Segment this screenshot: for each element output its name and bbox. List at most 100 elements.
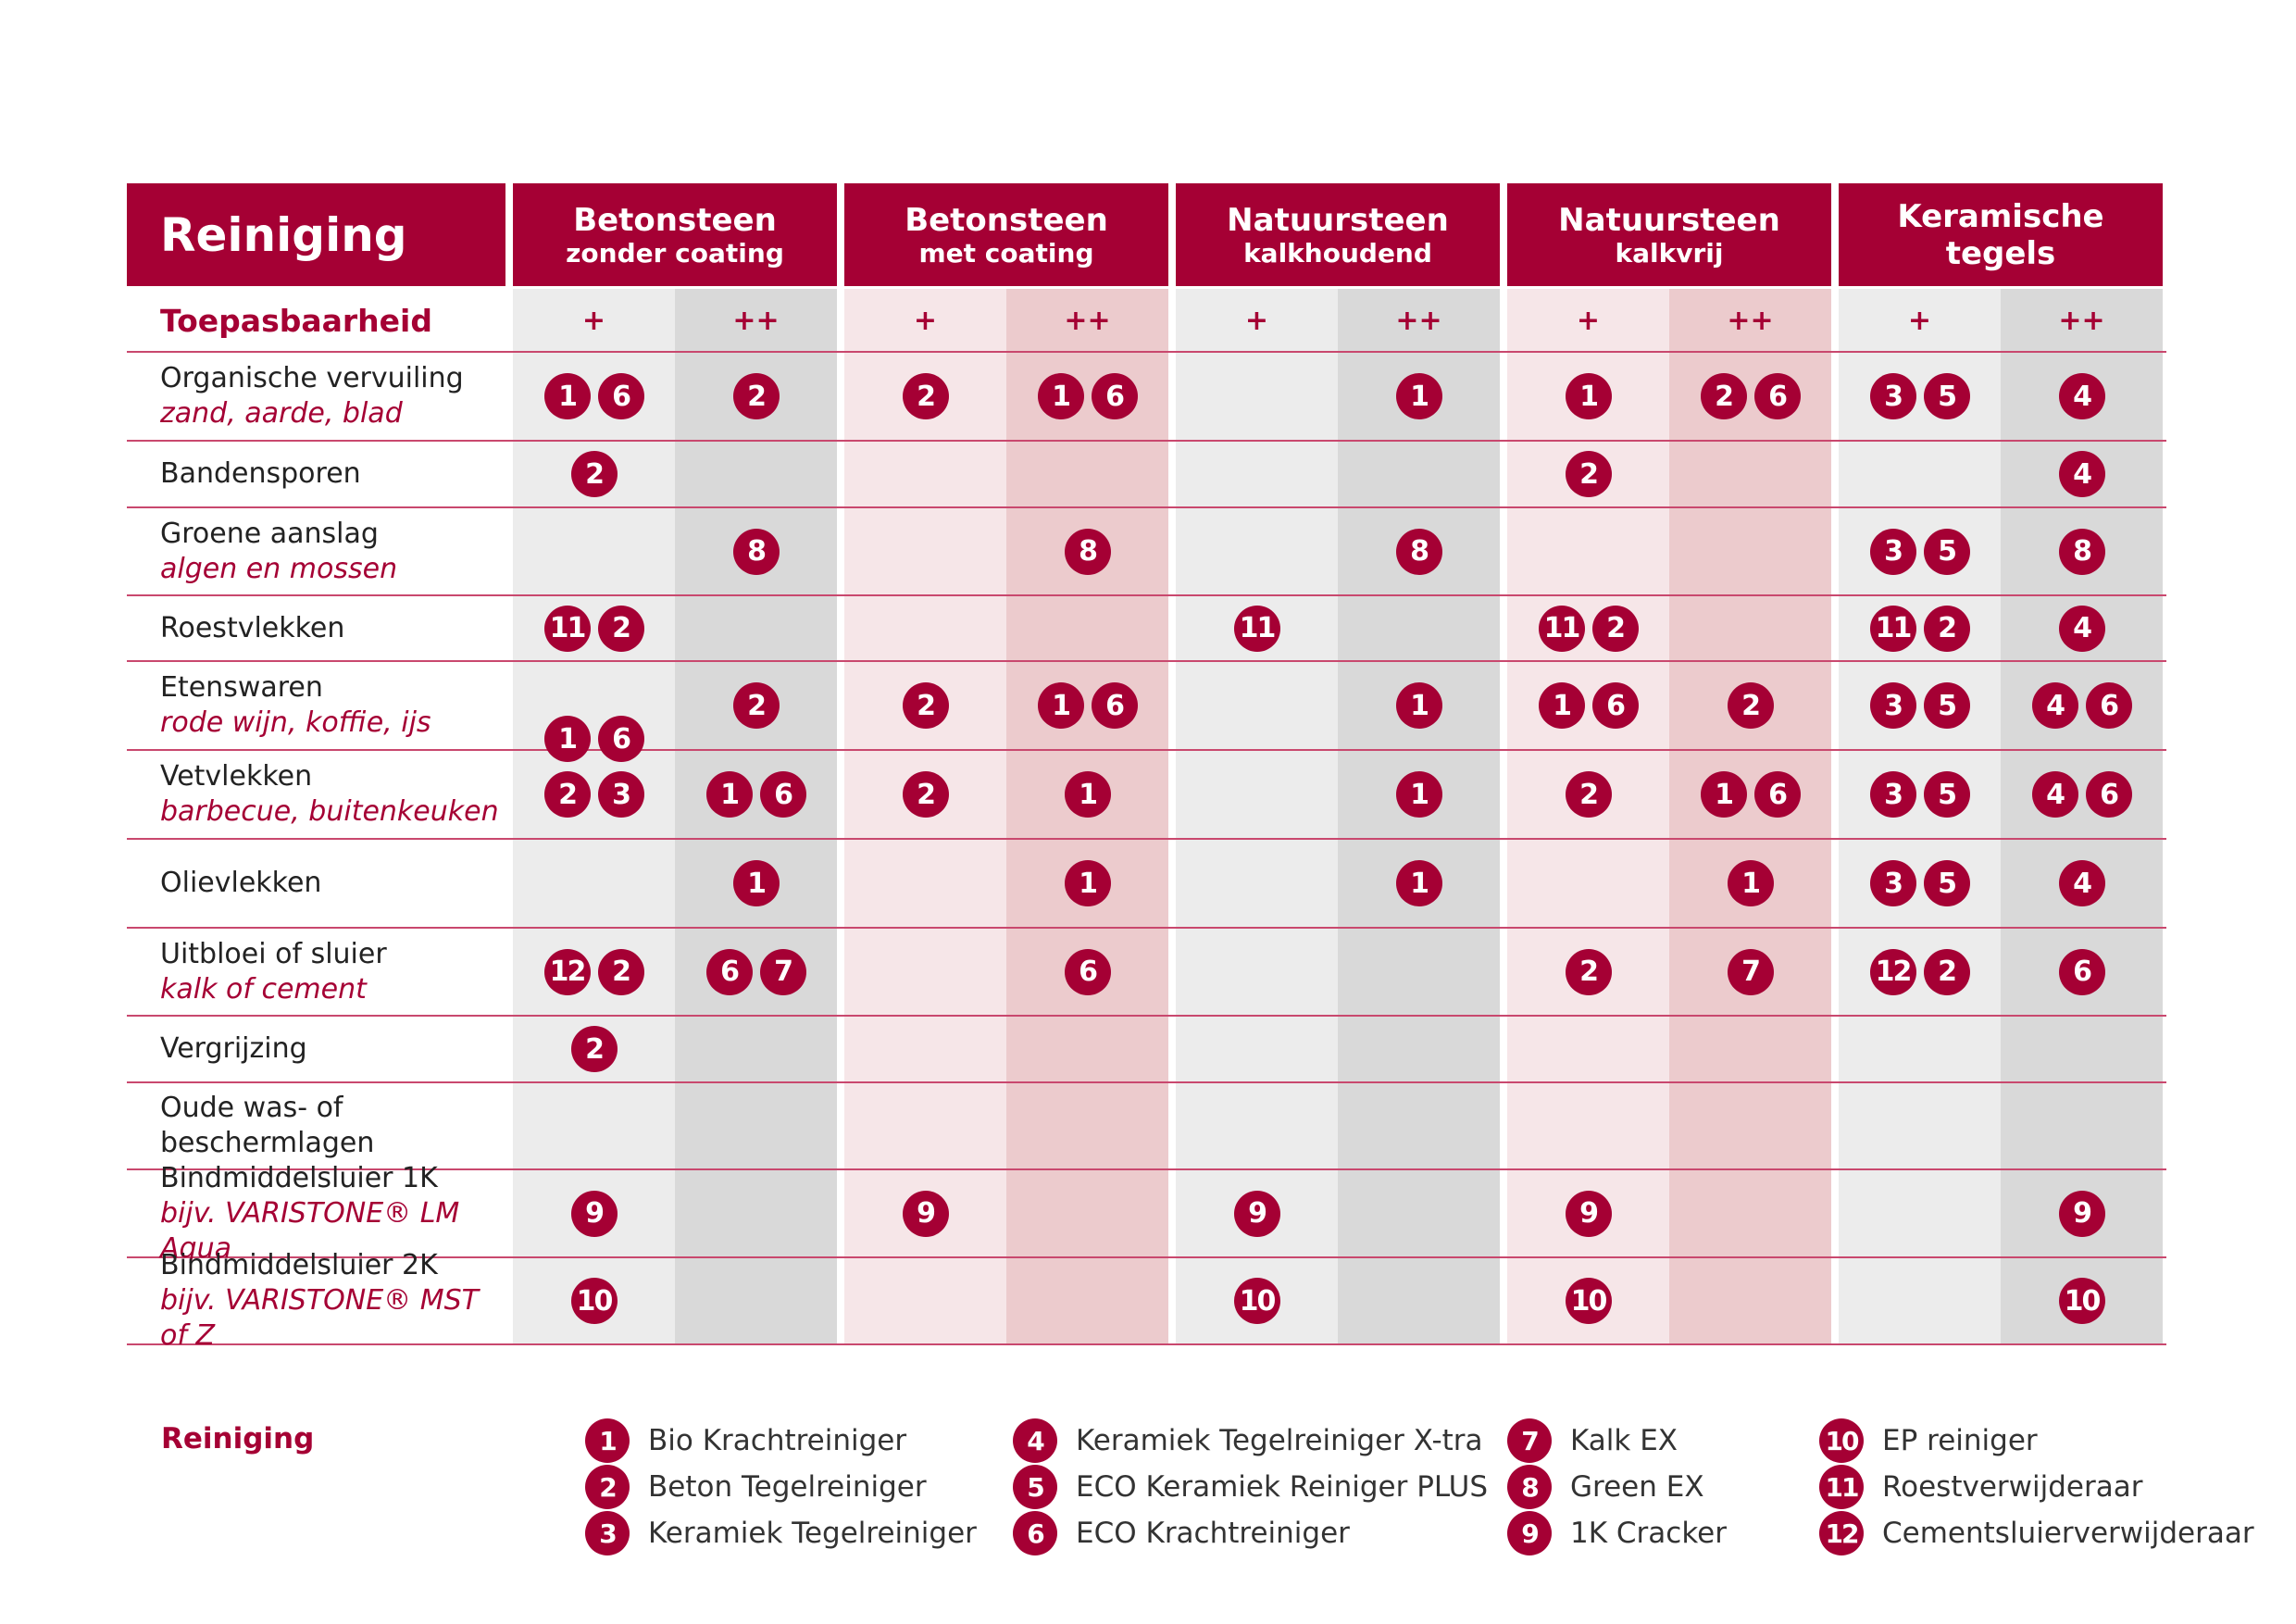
- product-number-badge: 2: [1700, 373, 1747, 419]
- table-cell: 10: [1507, 1257, 1669, 1344]
- table-cell: 4: [2001, 352, 2163, 441]
- plus-symbol: +: [1907, 304, 1932, 337]
- row-divider: [127, 927, 2166, 929]
- product-number-badge: 3: [1869, 373, 1916, 419]
- legend-item: 1 Bio Krachtreiniger: [585, 1418, 906, 1463]
- double-plus-symbol: ++: [1727, 304, 1774, 337]
- product-number-badge: 5: [1923, 771, 1970, 818]
- row-divider: [127, 838, 2166, 840]
- product-number-badge: 8: [732, 528, 780, 575]
- product-number-badge: 6: [597, 373, 644, 419]
- row-label-main: beschermlagen: [160, 1127, 375, 1159]
- legend-item: 3 Keramiek Tegelreiniger: [585, 1511, 977, 1555]
- table-cell: 2: [844, 750, 1006, 839]
- table-cell: 11: [1176, 595, 1338, 661]
- table-cell: 1: [1507, 352, 1669, 441]
- product-number-badge: 1: [1395, 373, 1442, 419]
- legend-label: EP reiniger: [1882, 1424, 2038, 1457]
- product-number-badge: 4: [2031, 771, 2078, 818]
- row-label-sub: zand, aarde, blad: [160, 397, 403, 430]
- row-label: Bindmiddelsluier 1K bijv. VARISTONE® LM A…: [127, 1162, 505, 1265]
- product-number-badge: 4: [2058, 373, 2105, 419]
- table-cell: 9: [1507, 1169, 1669, 1257]
- product-number-badge: 2: [1591, 605, 1639, 652]
- table-cell: 11 2: [1507, 595, 1669, 661]
- table-cell: 11 2: [513, 595, 675, 661]
- product-number-badge: 1: [1395, 860, 1442, 906]
- product-number-badge: 9: [2058, 1190, 2105, 1237]
- legend-label: Keramiek Tegelreiniger X-tra: [1076, 1424, 1483, 1457]
- row-divider: [127, 1015, 2166, 1017]
- table-cell: 11 2: [1839, 595, 2001, 661]
- product-number-badge: 2: [732, 373, 780, 419]
- column-header: Betonsteen met coating: [844, 183, 1168, 286]
- row-label-main: Bindmiddelsluier 2K: [160, 1249, 438, 1281]
- product-number-badge: 6: [2085, 682, 2132, 729]
- legend-item: 2 Beton Tegelreiniger: [585, 1465, 927, 1509]
- row-label-main: Olievlekken: [160, 867, 322, 899]
- product-number-badge: 1: [1064, 771, 1111, 818]
- product-number-badge: 12: [543, 948, 591, 995]
- table-cell: 1: [675, 839, 837, 928]
- product-number-badge: 6: [759, 771, 806, 818]
- product-number-badge: 1: [543, 716, 591, 762]
- row-divider: [127, 660, 2166, 662]
- product-number-badge: 3: [1869, 860, 1916, 906]
- table-title: Reiniging: [127, 183, 505, 286]
- product-number-badge: 2: [902, 771, 949, 818]
- product-number-badge: 1: [1727, 860, 1774, 906]
- product-number-badge: 9: [1233, 1190, 1280, 1237]
- column-header: Betonsteen zonder coating: [513, 183, 837, 286]
- product-number-badge: 1: [1395, 771, 1442, 818]
- product-number-badge: 6: [2058, 948, 2105, 995]
- product-number-badge: 8: [1395, 528, 1442, 575]
- product-number-badge: 2: [732, 682, 780, 729]
- double-plus-symbol: ++: [2058, 304, 2105, 337]
- legend-label: Roestverwijderaar: [1882, 1470, 2143, 1504]
- column-header-sub: met coating: [918, 237, 1094, 269]
- row-divider: [127, 749, 2166, 751]
- table-cell: 9: [513, 1169, 675, 1257]
- table-cell: 1: [1338, 661, 1500, 750]
- row-label: Etenswaren rode wijn, koffie, ijs: [127, 661, 505, 750]
- legend-item: 7 Kalk EX: [1507, 1418, 1678, 1463]
- product-number-badge: 5: [1923, 373, 1970, 419]
- table-cell: 2: [513, 441, 675, 507]
- row-label: Bandensporen: [127, 441, 505, 507]
- legend-badge: 12: [1819, 1511, 1864, 1555]
- row-label-main: Etenswaren: [160, 671, 323, 704]
- table-cell: 12 2: [513, 928, 675, 1016]
- table-cell: 2: [1507, 928, 1669, 1016]
- table-cell: 1: [1338, 750, 1500, 839]
- legend-badge: 3: [585, 1511, 630, 1555]
- product-number-badge: 1: [543, 373, 591, 419]
- product-number-badge: 3: [1869, 528, 1916, 575]
- product-number-badge: 3: [597, 771, 644, 818]
- row-divider: [127, 440, 2166, 442]
- row-divider: [127, 594, 2166, 596]
- legend-badge: 2: [585, 1465, 630, 1509]
- table-cell: 2: [844, 352, 1006, 441]
- legend-label: Cementsluierverwijderaar: [1882, 1517, 2254, 1550]
- product-number-badge: 10: [2058, 1278, 2105, 1324]
- table-cell: 4: [2001, 441, 2163, 507]
- product-number-badge: 2: [902, 373, 949, 419]
- legend-title: Reiniging: [161, 1422, 315, 1455]
- column-header-sub: kalkvrij: [1615, 237, 1724, 269]
- product-number-badge: 9: [1565, 1190, 1612, 1237]
- product-number-badge: 3: [1869, 682, 1916, 729]
- row-divider: [127, 1256, 2166, 1258]
- product-number-badge: 10: [1233, 1278, 1280, 1324]
- row-label: Uitbloei of sluier kalk of cement: [127, 928, 505, 1016]
- product-number-badge: 9: [902, 1190, 949, 1237]
- product-number-badge: 6: [1091, 373, 1138, 419]
- product-number-badge: 2: [1923, 605, 1970, 652]
- column-header-sub: zonder coating: [566, 237, 784, 269]
- row-label-main: Organische vervuiling: [160, 362, 464, 394]
- legend-label: Green EX: [1570, 1470, 1704, 1504]
